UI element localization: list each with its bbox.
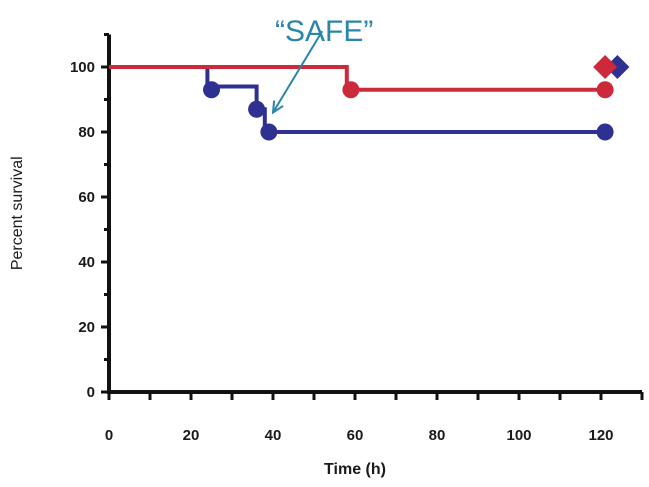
x-tick-label: 100 bbox=[506, 427, 531, 444]
x-tick-label: 80 bbox=[429, 427, 446, 444]
x-tick-label: 60 bbox=[347, 427, 364, 444]
series-line bbox=[109, 65, 606, 92]
y-tick-label: 60 bbox=[78, 189, 95, 206]
series-0 bbox=[109, 55, 618, 99]
end-diamond-marker bbox=[605, 55, 630, 79]
data-point bbox=[342, 81, 360, 99]
data-point bbox=[596, 81, 614, 99]
x-axis-title: Time (h) bbox=[324, 461, 386, 478]
x-tick-label: 120 bbox=[588, 427, 613, 444]
annotation: “SAFE” bbox=[271, 15, 373, 115]
x-tick-label: 40 bbox=[265, 427, 282, 444]
data-point bbox=[203, 81, 220, 99]
y-tick-label: 0 bbox=[87, 384, 95, 401]
y-axis-title: Percent survival bbox=[9, 156, 26, 270]
end-diamond-marker bbox=[593, 55, 618, 79]
y-tick-label: 20 bbox=[78, 319, 95, 336]
data-point bbox=[248, 100, 266, 118]
data-point bbox=[596, 123, 614, 141]
series-line bbox=[109, 65, 606, 134]
annotation-label: “SAFE” bbox=[275, 15, 373, 48]
series-1 bbox=[109, 55, 630, 141]
y-tick-label: 100 bbox=[70, 59, 95, 76]
y-tick-label: 80 bbox=[78, 124, 95, 141]
data-point bbox=[260, 123, 278, 141]
axes: 0 20 40 60 80 100 0 20 40 60 80 100 120 bbox=[70, 33, 644, 444]
series-layer bbox=[109, 55, 630, 141]
x-tick-label: 20 bbox=[183, 427, 200, 444]
x-tick-label: 0 bbox=[105, 427, 113, 444]
annotation-arrow-head bbox=[271, 100, 284, 115]
y-tick-label: 40 bbox=[78, 254, 95, 271]
annotation-arrow-line bbox=[272, 30, 324, 114]
